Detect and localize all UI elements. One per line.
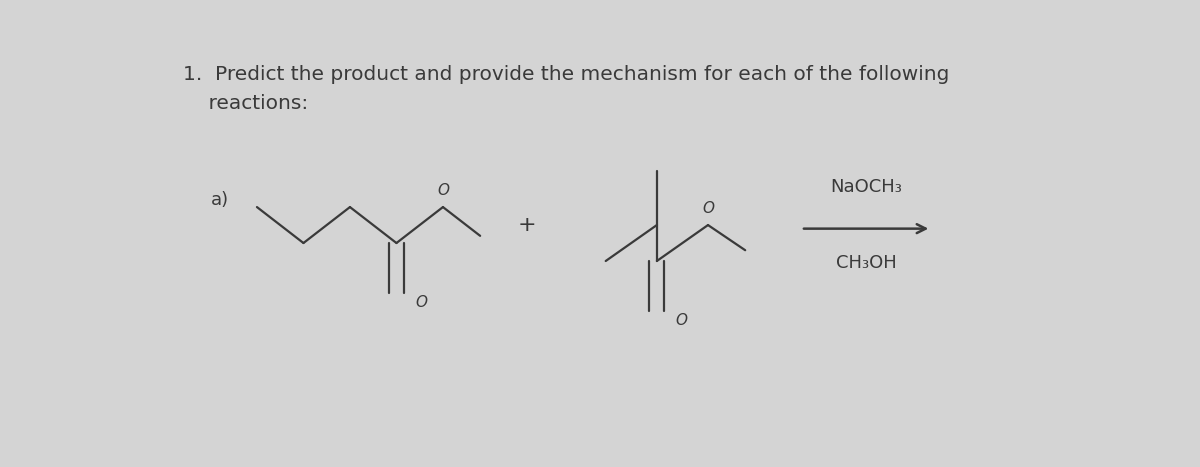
- Text: O: O: [437, 183, 449, 198]
- Text: +: +: [517, 215, 536, 235]
- Text: a): a): [210, 191, 228, 209]
- Text: CH₃OH: CH₃OH: [835, 254, 896, 272]
- Text: NaOCH₃: NaOCH₃: [830, 178, 902, 196]
- Text: O: O: [676, 313, 688, 328]
- Text: reactions:: reactions:: [182, 94, 307, 113]
- Text: 1.  Predict the product and provide the mechanism for each of the following: 1. Predict the product and provide the m…: [182, 65, 949, 84]
- Text: O: O: [415, 295, 427, 310]
- Text: O: O: [702, 201, 714, 216]
